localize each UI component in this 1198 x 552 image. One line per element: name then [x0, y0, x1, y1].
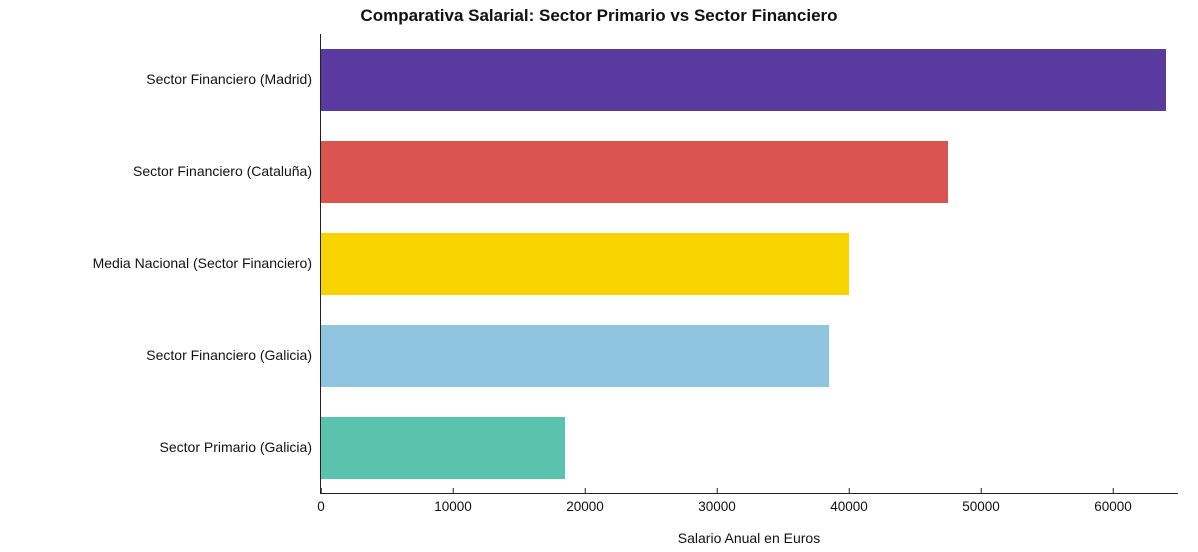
y-tick-label: Sector Financiero (Madrid) — [12, 71, 312, 87]
bar — [321, 141, 948, 204]
bar — [321, 325, 829, 388]
x-tick-label: 20000 — [566, 493, 604, 514]
x-tick-label: 40000 — [830, 493, 868, 514]
x-tick-label: 60000 — [1094, 493, 1132, 514]
bar — [321, 49, 1166, 112]
x-tick-label: 50000 — [962, 493, 1000, 514]
y-tick-label: Sector Financiero (Galicia) — [12, 347, 312, 363]
x-axis-label: Salario Anual en Euros — [320, 530, 1178, 546]
y-tick-label: Sector Primario (Galicia) — [12, 439, 312, 455]
y-tick-label: Media Nacional (Sector Financiero) — [12, 255, 312, 271]
bar — [321, 417, 565, 480]
x-tick-label: 0 — [317, 493, 325, 514]
bar — [321, 233, 849, 296]
x-tick-label: 10000 — [434, 493, 472, 514]
plot-area: 0100002000030000400005000060000 — [320, 34, 1178, 494]
x-tick-label: 30000 — [698, 493, 736, 514]
chart-title: Comparativa Salarial: Sector Primario vs… — [0, 6, 1198, 26]
y-tick-label: Sector Financiero (Cataluña) — [12, 163, 312, 179]
